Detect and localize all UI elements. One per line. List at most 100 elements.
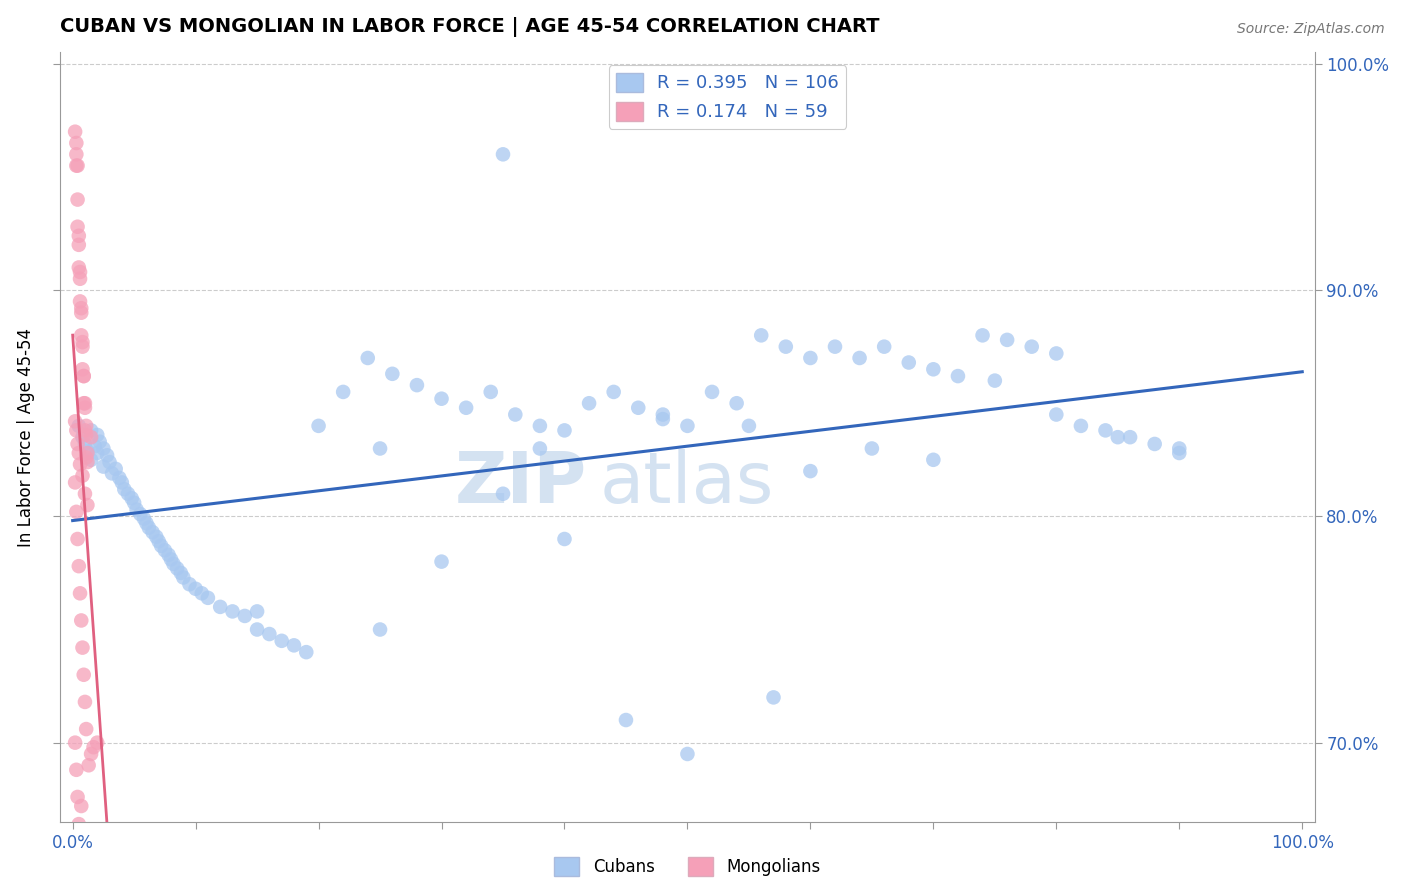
Y-axis label: In Labor Force | Age 45-54: In Labor Force | Age 45-54 <box>17 327 35 547</box>
Point <box>72 640 94 655</box>
Point <box>381 367 404 381</box>
Point <box>80 430 103 444</box>
Point <box>775 340 797 354</box>
Point <box>1021 340 1043 354</box>
Point <box>121 491 143 506</box>
Point <box>70 799 93 814</box>
Point <box>166 561 188 575</box>
Point <box>259 627 281 641</box>
Point <box>1094 423 1116 437</box>
Point <box>479 384 502 399</box>
Point <box>72 340 94 354</box>
Point <box>179 577 201 591</box>
Point <box>602 384 624 399</box>
Point <box>627 401 650 415</box>
Point <box>70 328 93 343</box>
Point <box>98 455 121 469</box>
Point <box>157 548 180 562</box>
Point <box>69 586 91 600</box>
Point <box>125 502 148 516</box>
Point <box>651 412 673 426</box>
Point <box>1143 437 1166 451</box>
Point <box>65 159 87 173</box>
Point <box>368 623 391 637</box>
Point <box>430 392 453 406</box>
Point <box>76 446 98 460</box>
Point <box>197 591 219 605</box>
Point <box>69 839 91 854</box>
Point <box>65 763 87 777</box>
Point <box>75 418 97 433</box>
Point <box>492 487 515 501</box>
Point <box>67 228 90 243</box>
Point <box>111 475 134 490</box>
Point <box>76 455 98 469</box>
Point <box>86 428 108 442</box>
Point <box>69 265 91 279</box>
Point <box>406 378 429 392</box>
Point <box>104 462 127 476</box>
Point <box>873 340 896 354</box>
Point <box>70 306 93 320</box>
Point <box>117 487 139 501</box>
Point <box>162 557 184 571</box>
Point <box>83 439 105 453</box>
Point <box>65 423 87 437</box>
Point <box>73 437 96 451</box>
Point <box>160 552 183 566</box>
Text: ZIP: ZIP <box>456 449 588 518</box>
Point <box>96 448 118 462</box>
Point <box>270 633 292 648</box>
Point <box>65 136 87 150</box>
Point <box>749 328 772 343</box>
Point <box>295 645 318 659</box>
Legend: Cubans, Mongolians: Cubans, Mongolians <box>548 851 827 883</box>
Point <box>89 434 111 449</box>
Point <box>76 498 98 512</box>
Point <box>67 559 90 574</box>
Point <box>135 516 157 531</box>
Point <box>614 713 637 727</box>
Point <box>80 747 103 761</box>
Point <box>824 340 846 354</box>
Point <box>122 496 145 510</box>
Point <box>553 532 575 546</box>
Point <box>984 374 1007 388</box>
Point <box>67 817 90 831</box>
Point <box>76 443 98 458</box>
Point <box>246 623 269 637</box>
Point <box>246 604 269 618</box>
Point <box>101 467 124 481</box>
Point <box>922 452 945 467</box>
Point <box>799 464 821 478</box>
Point <box>1107 430 1129 444</box>
Point <box>922 362 945 376</box>
Point <box>66 532 89 546</box>
Point <box>946 369 969 384</box>
Point <box>73 396 96 410</box>
Point <box>70 614 93 628</box>
Point <box>209 599 232 614</box>
Point <box>762 690 785 705</box>
Point <box>848 351 870 365</box>
Point <box>69 458 91 472</box>
Point <box>529 442 551 456</box>
Point <box>172 570 194 584</box>
Point <box>108 471 131 485</box>
Text: CUBAN VS MONGOLIAN IN LABOR FORCE | AGE 45-54 CORRELATION CHART: CUBAN VS MONGOLIAN IN LABOR FORCE | AGE … <box>60 17 880 37</box>
Point <box>65 147 87 161</box>
Point <box>66 193 89 207</box>
Point <box>72 430 94 444</box>
Point <box>148 534 170 549</box>
Point <box>233 609 256 624</box>
Point <box>112 482 135 496</box>
Point <box>73 369 96 384</box>
Point <box>73 369 96 384</box>
Point <box>170 566 193 580</box>
Point <box>132 511 155 525</box>
Point <box>73 487 96 501</box>
Point <box>897 355 920 369</box>
Point <box>73 401 96 415</box>
Text: atlas: atlas <box>599 449 775 518</box>
Point <box>860 442 883 456</box>
